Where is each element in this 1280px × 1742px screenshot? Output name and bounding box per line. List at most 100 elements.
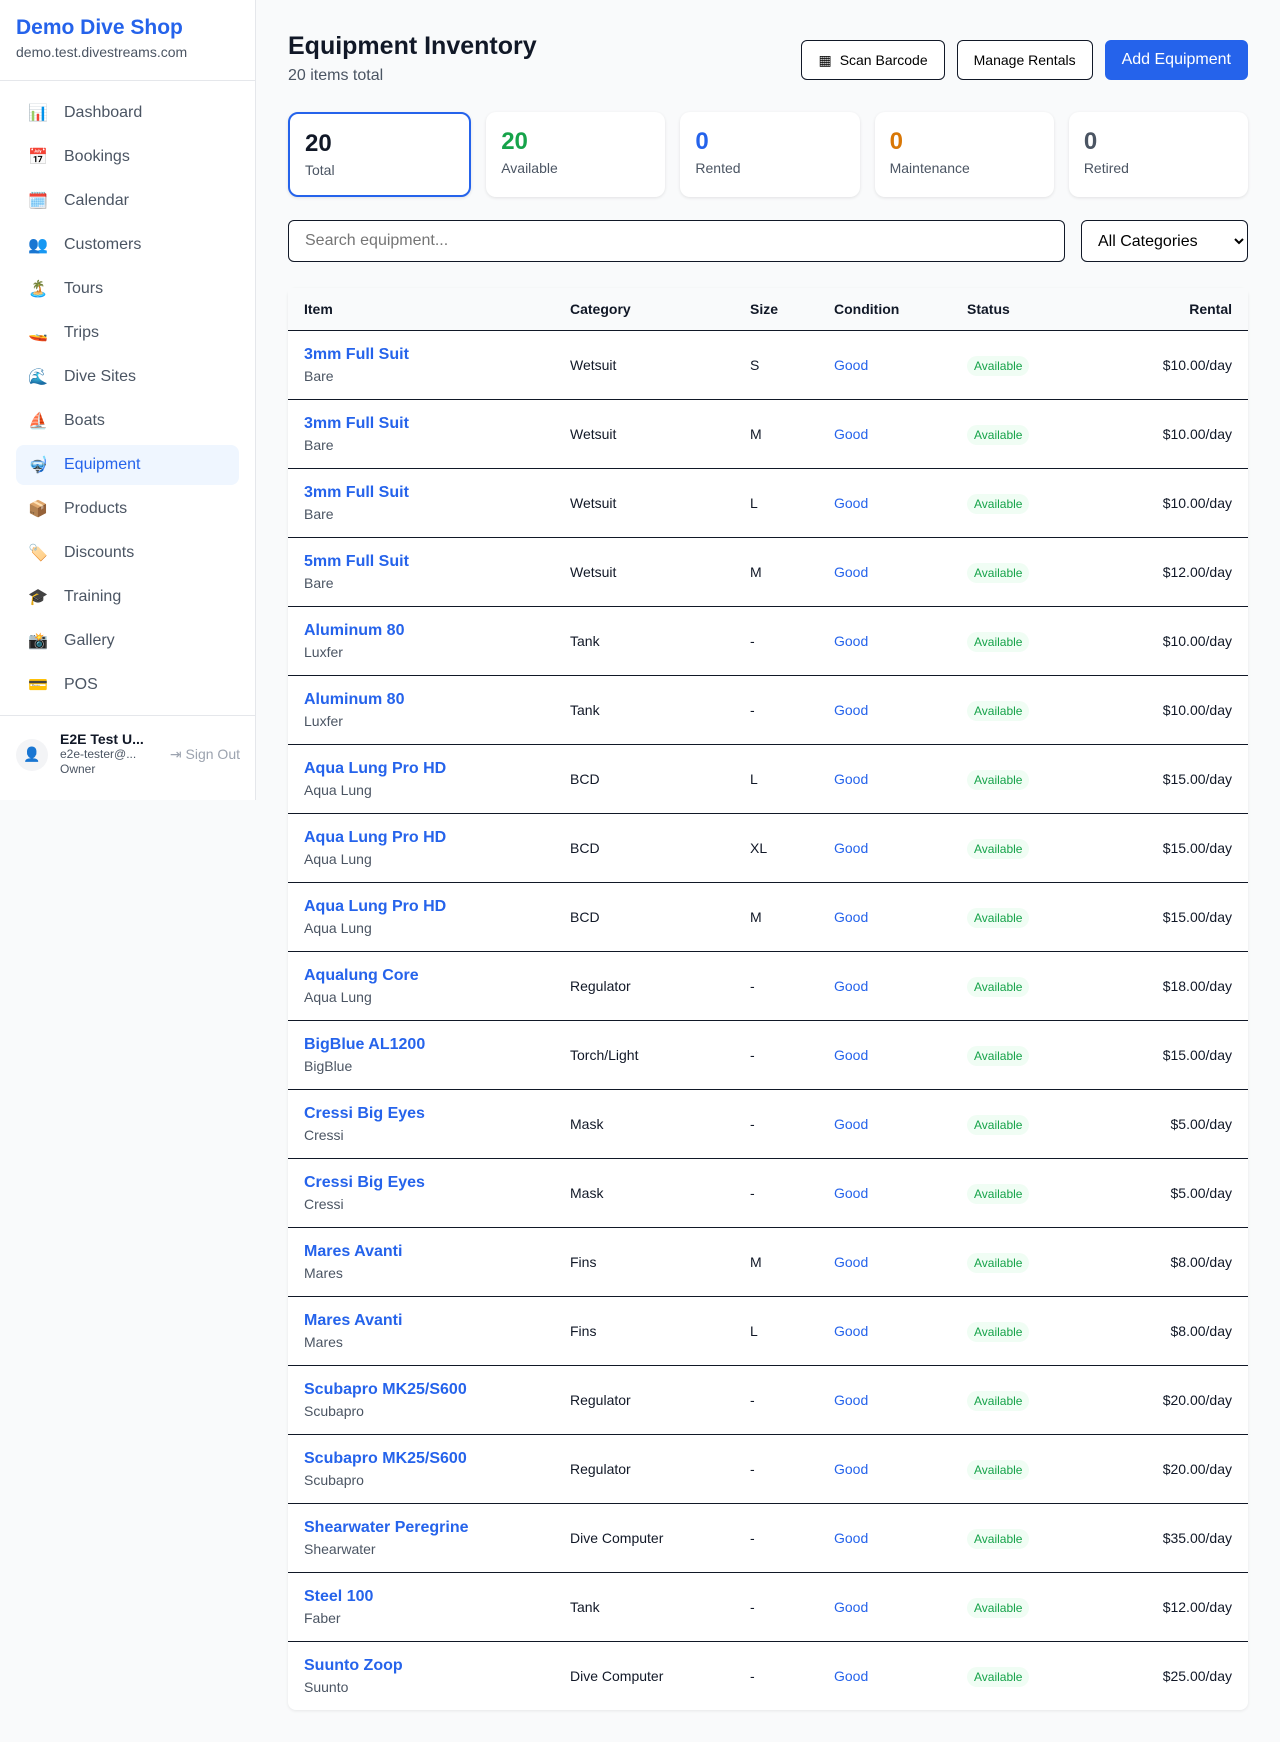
sidebar-item-pos[interactable]: 💳 POS [16, 665, 239, 705]
item-brand: Aqua Lung [304, 850, 372, 867]
user-panel: 👤 E2E Test U... e2e-tester@... Owner ⇥ S… [0, 715, 256, 793]
item-rental-price: $10.00/day [1094, 399, 1248, 469]
sidebar-item-dashboard[interactable]: 📊 Dashboard [16, 93, 239, 133]
sidebar-item-tours[interactable]: 🏝️ Tours [16, 269, 239, 309]
item-name-link[interactable]: Cressi Big Eyes [304, 1173, 425, 1191]
table-row[interactable]: BigBlue AL1200 BigBlue Torch/Light - Good… [288, 1020, 1248, 1090]
sidebar-item-label: Equipment [64, 456, 141, 473]
item-condition: Good [834, 1667, 869, 1684]
table-row[interactable]: Cressi Big Eyes Cressi Mask - Good Availa… [288, 1089, 1248, 1159]
sidebar-item-products[interactable]: 📦 Products [16, 489, 239, 529]
table-row[interactable]: 3mm Full Suit Bare Wetsuit M Good Availab… [288, 399, 1248, 469]
table-row[interactable]: Cressi Big Eyes Cressi Mask - Good Availa… [288, 1158, 1248, 1228]
status-badge: Available [967, 1183, 1030, 1204]
item-name-link[interactable]: Scubapro MK25/S600 [304, 1449, 467, 1467]
item-name-link[interactable]: Shearwater Peregrine [304, 1518, 469, 1536]
item-size: - [750, 1667, 755, 1684]
item-name-link[interactable]: 5mm Full Suit [304, 552, 409, 570]
search-input[interactable] [288, 220, 1065, 262]
table-row[interactable]: Mares Avanti Mares Fins M Good Available … [288, 1227, 1248, 1297]
item-category: Torch/Light [554, 1020, 734, 1090]
table-row[interactable]: Scubapro MK25/S600 Scubapro Regulator - G… [288, 1434, 1248, 1504]
item-rental-price: $15.00/day [1094, 882, 1248, 952]
sidebar-item-label: Customers [64, 236, 142, 253]
sidebar-item-customers[interactable]: 👥 Customers [16, 225, 239, 265]
table-row[interactable]: 3mm Full Suit Bare Wetsuit S Good Availab… [288, 330, 1248, 400]
sidebar-item-gallery[interactable]: 📸 Gallery [16, 621, 239, 661]
add-equipment-button[interactable]: Add Equipment [1104, 40, 1248, 80]
stat-card-retired[interactable]: 0 Retired [1068, 112, 1249, 197]
table-row[interactable]: Aqua Lung Pro HD Aqua Lung BCD XL Good Av… [288, 813, 1248, 883]
item-size: - [734, 1365, 818, 1435]
sidebar-item-trips[interactable]: 🚤 Trips [16, 313, 239, 353]
item-size: M [734, 1227, 818, 1297]
item-brand: Cressi [304, 1126, 344, 1143]
sign-out-button[interactable]: ⇥ Sign Out [170, 746, 240, 763]
item-name-link[interactable]: Cressi Big Eyes [304, 1104, 425, 1122]
trips-icon: 🚤 [28, 325, 48, 342]
item-size: - [734, 951, 818, 1021]
manage-rentals-button[interactable]: Manage Rentals [956, 40, 1093, 80]
sidebar-item-boats[interactable]: ⛵ Boats [16, 401, 239, 441]
item-size: - [734, 1503, 818, 1573]
table-row[interactable]: 5mm Full Suit Bare Wetsuit M Good Availab… [288, 537, 1248, 607]
item-name-link[interactable]: Aluminum 80 [304, 621, 405, 639]
item-name-link[interactable]: 3mm Full Suit [304, 345, 409, 363]
shop-domain: demo.test.divestreams.com [16, 44, 188, 60]
item-name-link[interactable]: Suunto Zoop [304, 1656, 403, 1674]
sidebar-item-bookings[interactable]: 📅 Bookings [16, 137, 239, 177]
table-row[interactable]: Mares Avanti Mares Fins L Good Available … [288, 1296, 1248, 1366]
sidebar-item-dive-sites[interactable]: 🌊 Dive Sites [16, 357, 239, 397]
scan-barcode-button[interactable]: ▦ Scan Barcode [801, 40, 945, 80]
item-name-link[interactable]: Aqua Lung Pro HD [304, 759, 447, 777]
col-category: Category [554, 288, 734, 331]
status-badge: Available [967, 700, 1030, 721]
sidebar-nav: 📊 Dashboard 📅 Bookings 🗓️ Calendar 👥 Customers 🏝… [0, 81, 255, 721]
item-name-link[interactable]: Aqualung Core [304, 966, 419, 984]
table-row[interactable]: Scubapro MK25/S600 Scubapro Regulator - G… [288, 1365, 1248, 1435]
item-condition: Good [818, 675, 951, 745]
table-row[interactable]: Aqualung Core Aqua Lung Regulator - Good … [288, 951, 1248, 1021]
item-name-link[interactable]: 3mm Full Suit [304, 483, 409, 501]
stat-card-total[interactable]: 20 Total [288, 112, 472, 197]
sidebar-item-calendar[interactable]: 🗓️ Calendar [16, 181, 239, 221]
sidebar-item-training[interactable]: 🎓 Training [16, 577, 239, 617]
item-name-link[interactable]: Aqua Lung Pro HD [304, 897, 447, 915]
item-rental-price: $15.00/day [1094, 813, 1248, 883]
item-rental-price: $10.00/day [1094, 330, 1248, 400]
item-name-link[interactable]: Aluminum 80 [304, 690, 405, 708]
shop-name[interactable]: Demo Dive Shop [16, 16, 183, 39]
item-name-link[interactable]: Steel 100 [304, 1587, 374, 1605]
table-row[interactable]: Aqua Lung Pro HD Aqua Lung BCD L Good Ava… [288, 744, 1248, 814]
table-row[interactable]: Suunto Zoop Suunto Dive Computer - Good A… [288, 1641, 1248, 1710]
sign-out-label: Sign Out [185, 746, 240, 762]
table-row[interactable]: Aluminum 80 Luxfer Tank - Good Available … [288, 675, 1248, 745]
table-row[interactable]: Aqua Lung Pro HD Aqua Lung BCD M Good Ava… [288, 882, 1248, 952]
sidebar-item-label: Tours [64, 280, 104, 297]
category-select[interactable]: All Categories [1081, 220, 1248, 262]
item-brand: Aqua Lung [304, 919, 372, 936]
item-name-link[interactable]: Aqua Lung Pro HD [304, 828, 447, 846]
item-rental-price: $25.00/day [1162, 1667, 1232, 1684]
sign-out-icon: ⇥ [169, 746, 186, 762]
sidebar-item-equipment[interactable]: 🤿 Equipment [16, 445, 239, 485]
page-title: Equipment Inventory [288, 32, 537, 60]
item-name-link[interactable]: Mares Avanti [304, 1242, 403, 1260]
stat-card-maintenance[interactable]: 0 Maintenance [874, 112, 1054, 197]
table-row[interactable]: Aluminum 80 Luxfer Tank - Good Available … [288, 606, 1248, 676]
item-name-link[interactable]: 3mm Full Suit [304, 414, 409, 432]
item-name-link[interactable]: Mares Avanti [304, 1311, 403, 1329]
table-row[interactable]: 3mm Full Suit Bare Wetsuit L Good Availab… [288, 468, 1248, 538]
item-name-link[interactable]: BigBlue AL1200 [304, 1035, 426, 1053]
stat-value: 0 [889, 128, 903, 155]
status-badge: Available [967, 493, 1030, 514]
item-brand: Aqua Lung [304, 781, 372, 798]
stat-card-rented[interactable]: 0 Rented [680, 112, 860, 197]
stat-card-available[interactable]: 20 Available [486, 112, 666, 197]
item-brand: Scubapro [304, 1402, 364, 1419]
item-name-link[interactable]: Scubapro MK25/S600 [304, 1380, 467, 1398]
sidebar-item-discounts[interactable]: 🏷️ Discounts [16, 533, 239, 573]
status-badge: Available [967, 631, 1030, 652]
table-row[interactable]: Steel 100 Faber Tank - Good Available $12… [288, 1572, 1248, 1642]
table-row[interactable]: Shearwater Peregrine Shearwater Dive Comp… [288, 1503, 1248, 1573]
